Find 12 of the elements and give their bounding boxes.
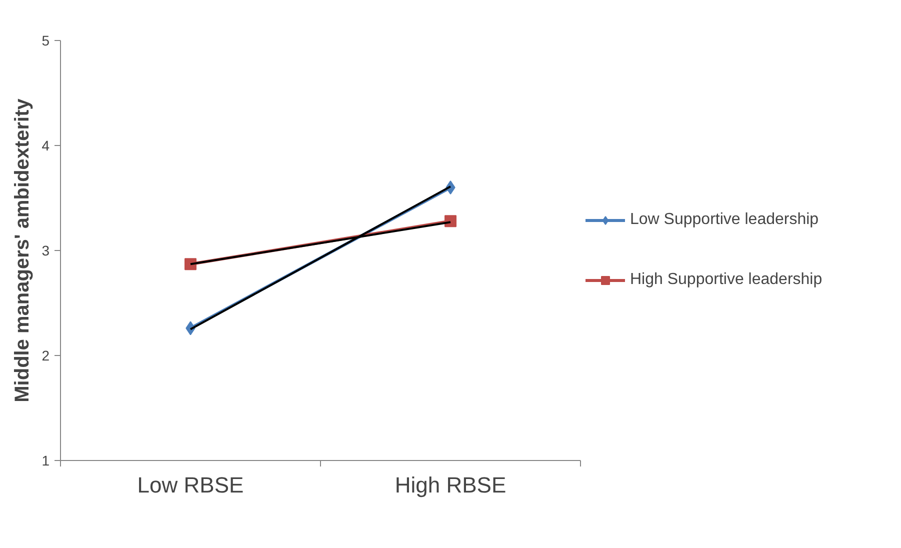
point: [444, 215, 456, 228]
x-tick-label: High RBSE: [394, 472, 506, 498]
y-tick-label: 4: [42, 138, 50, 154]
point: [184, 258, 196, 270]
legend-label: Low Supportive leadership: [630, 211, 819, 229]
y-tick-label: 3: [42, 242, 50, 258]
y-tick-label: 1: [42, 452, 50, 468]
legend-label: High Supportive leadership: [630, 271, 822, 289]
y-tick-label: 5: [42, 32, 50, 48]
y-axis-title: Middle managers' ambidexterity: [12, 98, 34, 402]
x-tick-label: Low RBSE: [137, 472, 244, 498]
y-tick-label: 2: [42, 348, 50, 364]
